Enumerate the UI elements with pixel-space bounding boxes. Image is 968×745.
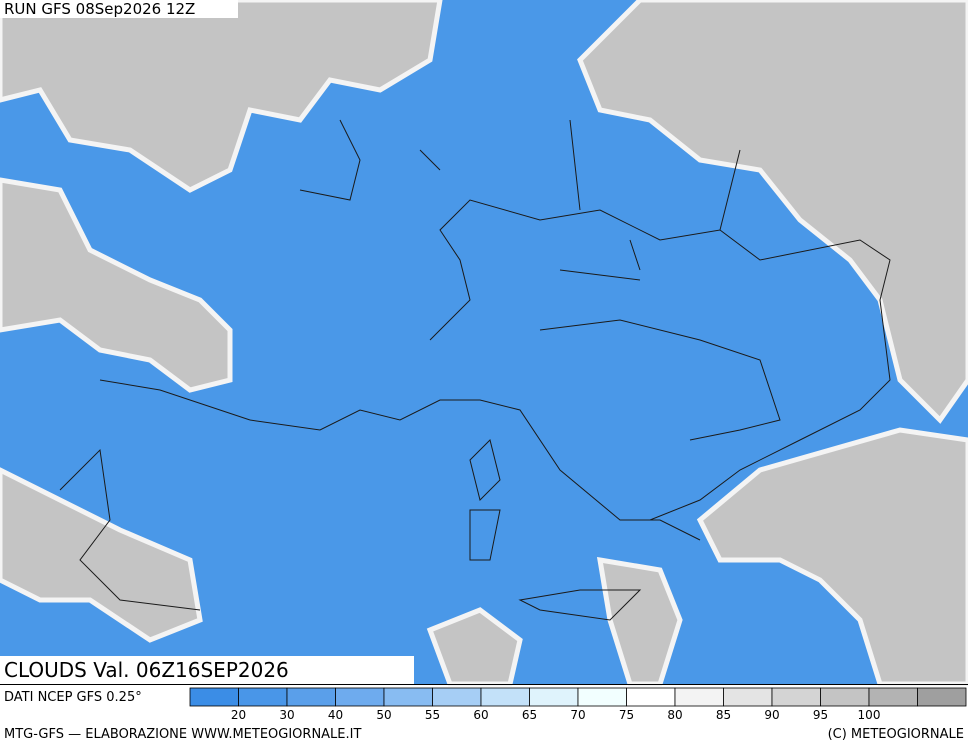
colorbar-label: 20 <box>231 708 246 722</box>
borders <box>59 119 891 621</box>
run-label: RUN GFS 08Sep2026 12Z <box>4 0 195 18</box>
colorbar-label: 100 <box>858 708 881 722</box>
colorbar-label: 30 <box>279 708 294 722</box>
colorbar-swatch <box>820 687 870 707</box>
colorbar-swatch <box>383 687 433 707</box>
cloud-cover <box>0 0 968 687</box>
colorbar-swatch <box>238 687 288 707</box>
colorbar-label: 70 <box>570 708 585 722</box>
footer-copyright: (C) METEOGIORNALE <box>828 727 964 742</box>
colorbar-swatch <box>286 687 336 707</box>
colorbar-swatch <box>577 687 627 707</box>
colorbar-swatch <box>674 687 724 707</box>
colorbar-swatch <box>432 687 482 707</box>
colorbar-label: 50 <box>376 708 391 722</box>
colorbar-swatch <box>723 687 773 707</box>
colorbar-swatch <box>189 687 239 707</box>
colorbar-swatch <box>529 687 579 707</box>
run-label-bg <box>0 0 238 18</box>
title-bg <box>0 656 414 684</box>
map-title: CLOUDS Val. 06Z16SEP2026 <box>4 658 289 682</box>
colorbar-label: 40 <box>328 708 343 722</box>
colorbar-label: 75 <box>619 708 634 722</box>
colorbar-label: 60 <box>473 708 488 722</box>
colorbar-swatch <box>480 687 530 707</box>
colorbar-swatch <box>771 687 821 707</box>
colorbar-swatch <box>868 687 918 707</box>
colorbar-label: 55 <box>425 708 440 722</box>
colorbar-label: 80 <box>667 708 682 722</box>
colorbar-label: 95 <box>813 708 828 722</box>
colorbar-label: 90 <box>764 708 779 722</box>
colorbar-label: 85 <box>716 708 731 722</box>
colorbar: 20 30 40 50 55 60 65 70 75 80 85 90 95 100 <box>189 687 967 722</box>
colorbar-swatch <box>335 687 385 707</box>
colorbar-swatch <box>917 687 967 707</box>
map: RUN GFS 08Sep2026 12Z CLOUDS Val. 06Z16S… <box>0 0 968 687</box>
colorbar-swatch <box>626 687 676 707</box>
footer-credit: MTG-GFS — ELABORAZIONE WWW.METEOGIORNALE… <box>4 727 361 742</box>
colorbar-label: 65 <box>522 708 537 722</box>
legend-source: DATI NCEP GFS 0.25° <box>4 690 142 705</box>
